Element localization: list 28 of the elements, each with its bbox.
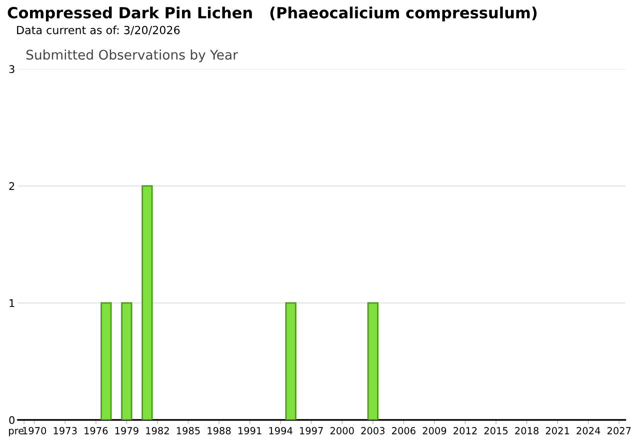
x-tick-label: 1970 (23, 427, 46, 434)
x-tick-label: 1979 (115, 427, 138, 434)
y-tick-label: 2 (9, 182, 14, 190)
x-tick-label: 2012 (454, 427, 477, 434)
x-tick-label: 2009 (422, 427, 446, 434)
y-tick-label: 1 (10, 299, 14, 307)
text: Submitted Observations by Year (26, 50, 238, 62)
chart-subtitle: Data current as of: 3/20/2026 (17, 26, 180, 36)
chart-title: Compressed Dark Pin Lichen (Phaeocalicium compressulum) (8, 6, 537, 22)
y-tick-label: 3 (9, 65, 14, 74)
x-tick-label: 1991 (238, 427, 262, 434)
x-tick-label: 1985 (176, 427, 200, 434)
x-tick-label: 2000 (330, 427, 354, 434)
x-tick-label: 2024 (576, 427, 600, 434)
x-tick-label: 1973 (54, 427, 77, 434)
x-tick-label: 2015 (484, 427, 508, 434)
y-tick-label: 0 (9, 416, 14, 424)
x-tick-label: 2021 (546, 427, 570, 434)
x-tick-label: 2018 (515, 427, 538, 434)
x-tick-label: 2003 (361, 427, 384, 434)
x-tick-label: 1994 (269, 427, 292, 434)
x-tick-label: 1997 (300, 427, 323, 434)
x-tick-label: 1976 (84, 427, 108, 434)
x-tick-label: 1988 (208, 427, 231, 434)
x-tick-label: 2006 (392, 427, 416, 434)
x-tick-label: 2027 (607, 427, 631, 434)
x-tick-label: pre (9, 428, 24, 436)
x-tick-label: 1982 (146, 427, 169, 434)
